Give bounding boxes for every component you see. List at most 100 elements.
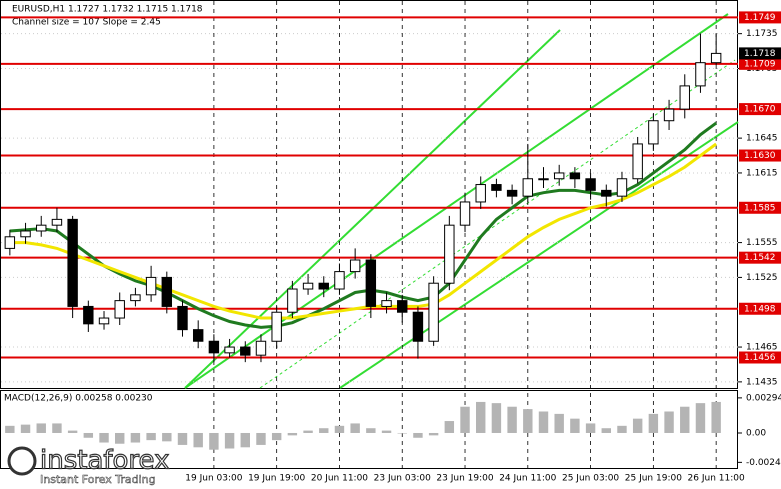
macd-bar <box>366 428 376 433</box>
macd-bar <box>240 432 250 448</box>
x-tick-label: 23 Jun 03:00 <box>374 474 431 484</box>
macd-bar <box>177 432 188 445</box>
macd-bar <box>162 432 172 442</box>
y-tick-label: 1.1645 <box>746 134 778 144</box>
level-label-box <box>739 57 781 70</box>
macd-bar <box>695 403 706 433</box>
macd-bar <box>444 421 455 433</box>
x-tick-label: 25 Jun 19:00 <box>625 474 682 484</box>
macd-bar <box>36 423 46 433</box>
macd-bar <box>413 432 423 438</box>
level-label-box <box>739 351 781 364</box>
candle-body <box>428 282 439 342</box>
channel-upper <box>184 29 561 389</box>
candle-body <box>145 276 157 296</box>
y-tick-label: 1.1555 <box>746 238 778 248</box>
macd-bar <box>617 425 627 433</box>
logo-text: instaforex <box>40 446 169 476</box>
logo-tagline: Instant Forex Trading <box>40 473 156 486</box>
macd-bar <box>523 409 533 433</box>
candle-body <box>475 184 486 203</box>
chart-title: EURUSD,H1 1.1727 1.1732 1.1715 1.1718 <box>12 5 203 15</box>
macd-bar <box>83 432 94 438</box>
level-label-box <box>739 201 781 214</box>
x-tick-label: 26 Jun 11:00 <box>688 474 745 484</box>
candle-body <box>177 305 188 331</box>
candle-body <box>334 271 345 290</box>
candle-body <box>20 230 31 238</box>
candle-body <box>98 317 110 325</box>
macd-bar <box>209 432 219 450</box>
y-tick-label: -0.00246 <box>746 458 781 468</box>
level-label-box <box>739 11 781 24</box>
y-tick-label: 1.1525 <box>746 273 778 283</box>
y-tick-label: 0.00 <box>746 428 766 438</box>
level-label: 1.1630 <box>744 151 776 161</box>
candle-body <box>4 236 16 249</box>
macd-bar <box>52 423 62 433</box>
macd-bar <box>224 432 235 449</box>
candle-body <box>601 189 612 197</box>
level-label: 1.1456 <box>744 353 776 363</box>
candle-body <box>224 346 235 354</box>
x-tick-label: 24 Jun 11:00 <box>499 474 556 484</box>
candle-body <box>397 300 408 313</box>
macd-bar <box>303 430 313 433</box>
candle-body <box>287 288 298 313</box>
macd-bar <box>5 425 15 433</box>
macd-bar <box>256 432 266 445</box>
macd-title: MACD(12,26,9) 0.00258 0.00230 <box>4 394 153 404</box>
level-label-box <box>739 149 781 162</box>
x-tick-label: 20 Jun 11:00 <box>311 474 368 484</box>
x-tick-label: 19 Jun 03:00 <box>185 474 242 484</box>
macd-bar <box>507 406 517 433</box>
last-price-label: 1.1718 <box>744 49 776 59</box>
candle-body <box>695 62 706 87</box>
level-label-box <box>739 302 781 315</box>
chart-subtitle: Channel size = 107 Slope = 2.45 <box>12 18 161 28</box>
macd-bar <box>680 406 690 433</box>
candle-body <box>114 300 125 319</box>
candle-body <box>679 85 690 110</box>
candle-body <box>412 311 424 342</box>
level-label-box <box>739 251 781 264</box>
candle-body <box>522 178 534 197</box>
candle-body <box>710 52 722 64</box>
channel-bottom <box>339 121 739 389</box>
candle-body <box>83 305 94 325</box>
macd-bar <box>460 406 470 433</box>
y-tick-label: 1.1465 <box>746 343 778 353</box>
macd-bar <box>99 432 109 443</box>
macd-bar <box>570 418 580 433</box>
candle-body <box>318 282 329 290</box>
candle-body <box>459 201 471 226</box>
candle-body <box>192 329 204 342</box>
last-price-box <box>739 47 781 60</box>
macd-bar <box>193 432 203 448</box>
candle-body <box>67 218 78 307</box>
candle-body <box>161 276 173 307</box>
channel-top <box>184 13 729 389</box>
candle-body <box>569 172 581 180</box>
candle-body <box>632 143 643 180</box>
candle-body <box>240 346 251 356</box>
candle-body <box>255 340 267 356</box>
macd-bar <box>428 432 439 436</box>
level-label: 1.1542 <box>744 253 776 263</box>
macd-bar <box>476 401 486 433</box>
y-tick-label: 1.1735 <box>746 29 778 39</box>
candle-body <box>444 224 455 284</box>
candle-body <box>349 259 361 273</box>
macd-bar <box>554 413 564 433</box>
candle-body <box>663 108 675 122</box>
macd-bar <box>648 413 659 433</box>
y-tick-label: 1.1435 <box>746 377 778 387</box>
macd-bar <box>146 432 156 441</box>
x-tick-label: 23 Jun 19:00 <box>436 474 493 484</box>
macd-frame <box>0 390 738 469</box>
price-frame <box>0 0 738 389</box>
macd-bar <box>271 432 282 441</box>
y-tick-label: 0.00294 <box>746 393 781 403</box>
candle-body <box>506 189 518 197</box>
candle-body <box>302 282 314 290</box>
